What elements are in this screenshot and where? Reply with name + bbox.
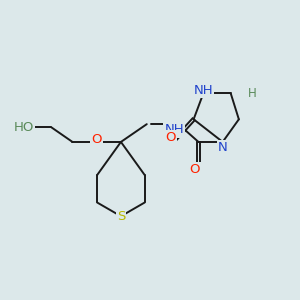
Text: H: H	[248, 87, 256, 100]
Text: N: N	[218, 141, 228, 154]
Text: NH: NH	[164, 124, 184, 136]
Text: O: O	[166, 130, 176, 144]
Text: O: O	[92, 133, 102, 146]
Text: HO: HO	[14, 121, 34, 134]
Text: O: O	[189, 163, 200, 176]
Text: NH: NH	[194, 84, 213, 98]
Text: S: S	[117, 210, 125, 223]
